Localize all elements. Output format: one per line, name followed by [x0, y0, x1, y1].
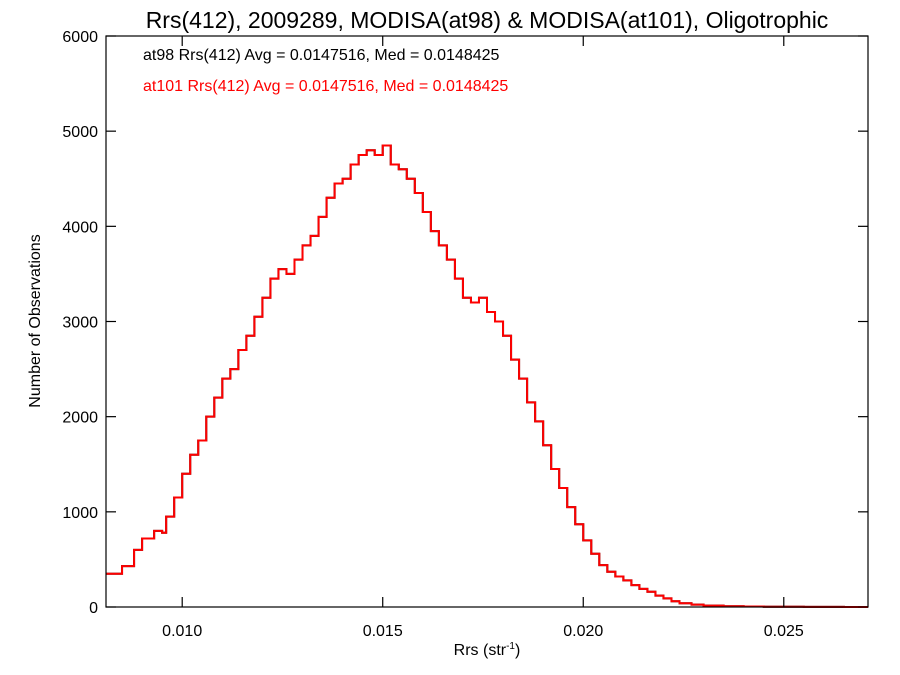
series-line-1	[106, 144, 868, 608]
x-tick-label-1: 0.015	[363, 623, 403, 640]
y-axis-ticks: 0 1000 2000 3000 4000 5000 6000	[62, 29, 868, 617]
chart-title: Rrs(412), 2009289, MODISA(at98) & MODISA…	[146, 7, 829, 33]
y-tick-label-2: 2000	[62, 410, 98, 427]
x-axis-label: Rrs (str-1)	[454, 641, 521, 659]
y-tick-label-0: 0	[89, 600, 98, 617]
x-axis-label-superscript: -1	[506, 641, 515, 652]
annotation-at98-stats: at98 Rrs(412) Avg = 0.0147516, Med = 0.0…	[143, 47, 500, 64]
y-tick-label-5: 5000	[62, 124, 98, 141]
x-tick-label-3: 0.025	[764, 623, 804, 640]
x-tick-label-2: 0.020	[563, 623, 603, 640]
y-axis-label: Number of Observations	[27, 234, 44, 407]
y-tick-label-4: 4000	[62, 219, 98, 236]
y-tick-label-3: 3000	[62, 315, 98, 332]
x-axis-ticks: 0.010 0.015 0.020 0.025	[162, 36, 804, 640]
y-tick-label-6: 6000	[62, 29, 98, 46]
series-layer	[106, 144, 868, 608]
x-axis-label-main: Rrs (str	[454, 642, 507, 659]
annotation-at101-stats: at101 Rrs(412) Avg = 0.0147516, Med = 0.…	[143, 78, 508, 95]
y-tick-label-1: 1000	[62, 505, 98, 522]
x-axis-label-close: )	[515, 642, 520, 659]
x-tick-label-0: 0.010	[162, 623, 202, 640]
